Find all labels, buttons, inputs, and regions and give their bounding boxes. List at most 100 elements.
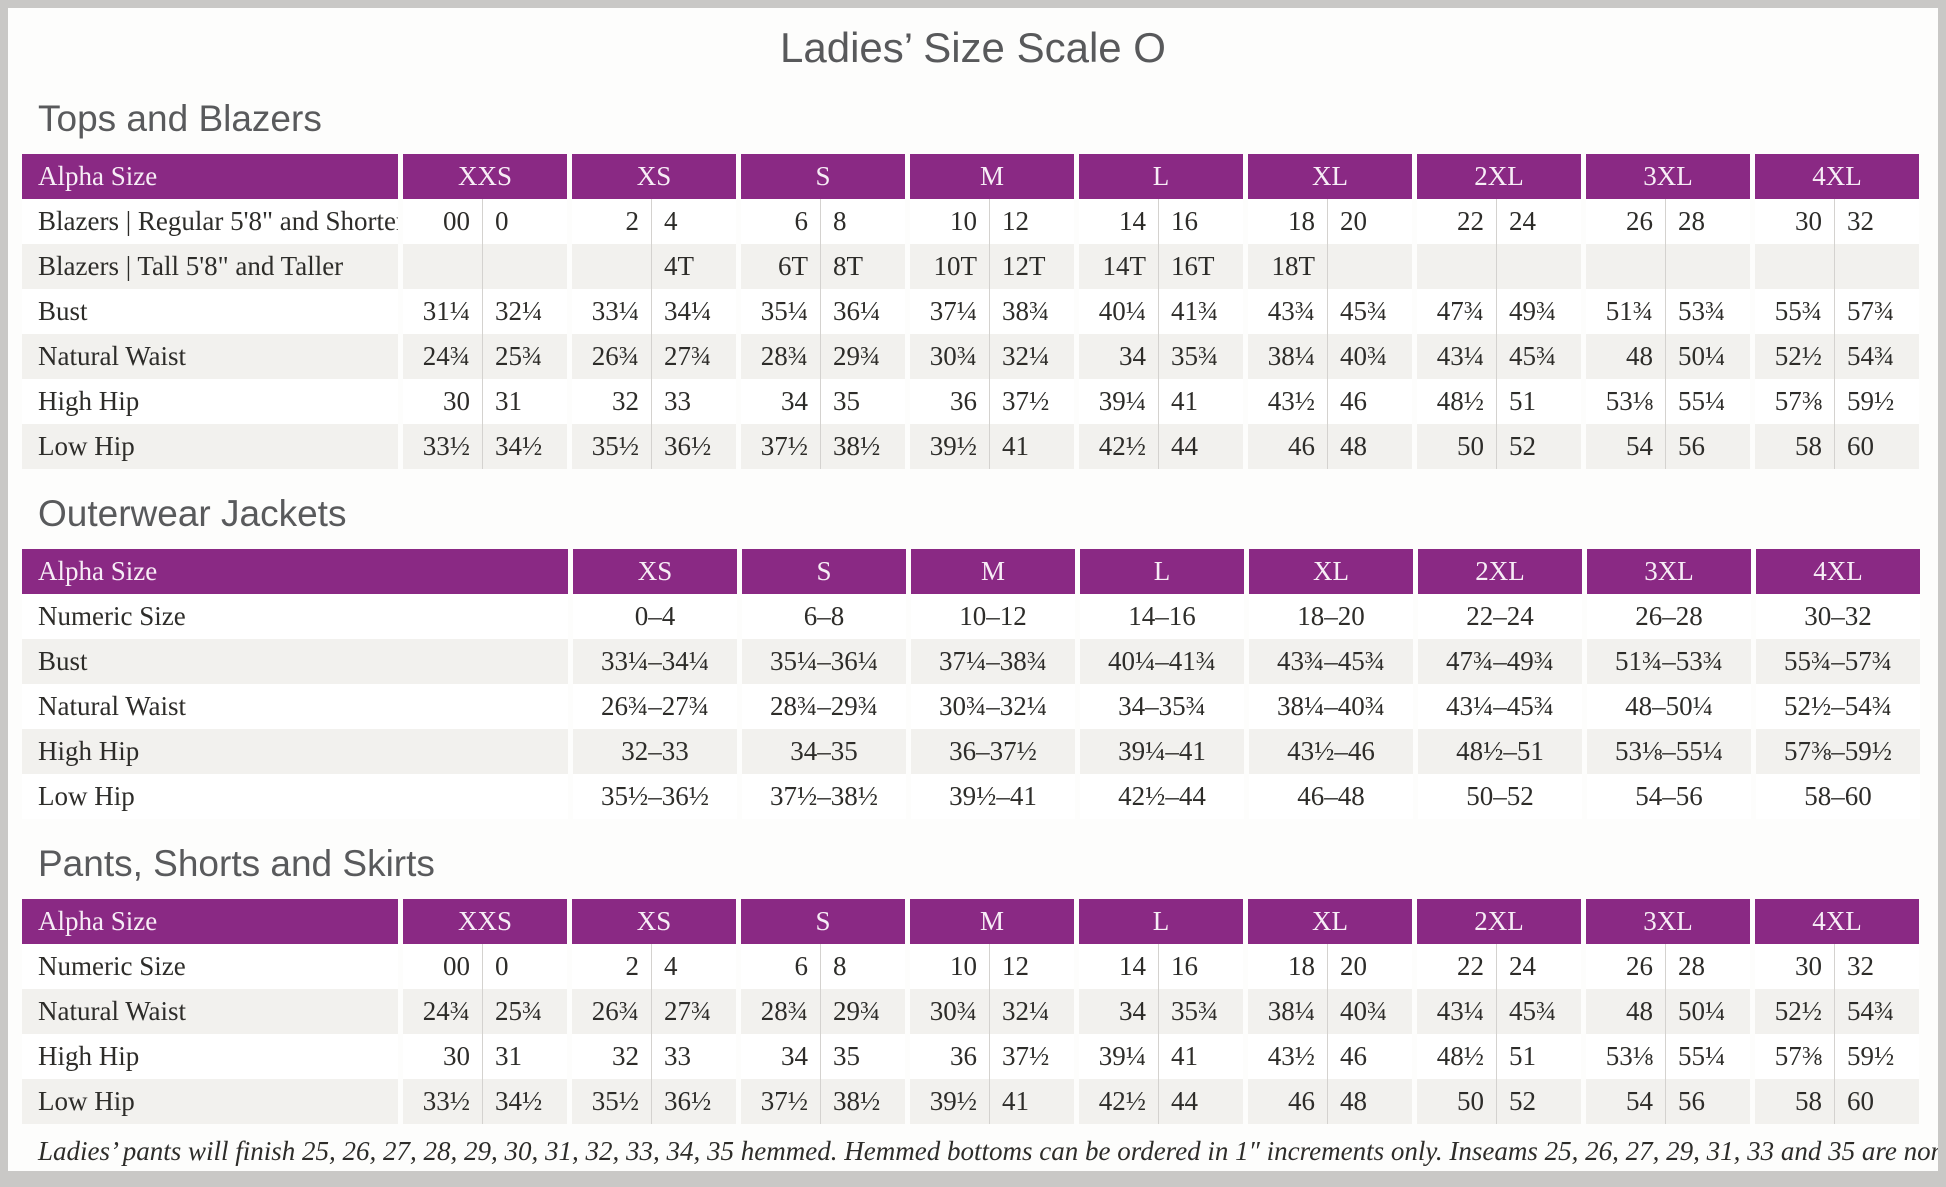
section-title-outerwear: Outerwear Jackets [38, 493, 347, 534]
size-cell: 34½ [482, 1079, 567, 1124]
group-header-3xl: 3XL [1581, 154, 1750, 199]
size-cell: 48½ [1412, 1034, 1496, 1079]
size-cell: 54 [1581, 424, 1665, 469]
size-cell: 39¼ [1074, 379, 1158, 424]
size-cell: 18 [1243, 944, 1327, 989]
size-cell: 2 [567, 199, 651, 244]
group-header-m: M [906, 549, 1075, 594]
size-cell: 50¼ [1665, 334, 1750, 379]
size-cell: 37½ [736, 424, 820, 469]
size-cell: 31 [482, 379, 567, 424]
size-cell: 36–37½ [906, 729, 1075, 774]
size-cell: 14T [1074, 244, 1158, 289]
size-cell: 26¾ [567, 989, 651, 1034]
size-cell: 26 [1581, 199, 1665, 244]
size-cell: 14 [1074, 944, 1158, 989]
size-cell: 28¾ [736, 989, 820, 1034]
size-cell: 53¾ [1665, 289, 1750, 334]
size-cell: 33½ [398, 424, 482, 469]
size-cell: 48 [1327, 424, 1412, 469]
size-cell: 46 [1243, 1079, 1327, 1124]
size-cell: 59½ [1834, 379, 1919, 424]
size-cell: 44 [1158, 424, 1243, 469]
size-cell: 34 [736, 1034, 820, 1079]
size-cell: 43½ [1243, 1034, 1327, 1079]
size-cell: 4 [651, 199, 736, 244]
size-cell: 40¼ [1074, 289, 1158, 334]
size-cell: 60 [1834, 424, 1919, 469]
size-cell: 30¾ [905, 334, 989, 379]
size-cell: 27¾ [651, 334, 736, 379]
section-pants-shorts-skirts: Pants, Shorts and Skirts Alpha Size XXS XS… [8, 843, 1938, 1124]
size-cell: 57⅜ [1750, 379, 1834, 424]
size-cell: 22–24 [1413, 594, 1582, 639]
size-cell: 39¼–41 [1075, 729, 1244, 774]
size-cell: 22 [1412, 199, 1496, 244]
size-cell: 52 [1496, 424, 1581, 469]
size-cell: 33¼ [567, 289, 651, 334]
size-cell: 12T [989, 244, 1074, 289]
size-cell: 20 [1327, 199, 1412, 244]
row-label: Low Hip [22, 774, 568, 819]
size-cell: 22 [1412, 944, 1496, 989]
size-cell: 54¾ [1834, 334, 1919, 379]
size-cell: 55¼ [1665, 379, 1750, 424]
size-cell: 58 [1750, 1079, 1834, 1124]
size-cell: 37½ [989, 1034, 1074, 1079]
size-cell: 37½–38½ [737, 774, 906, 819]
size-cell: 37½ [736, 1079, 820, 1124]
size-cell: 43¾–45¾ [1244, 639, 1413, 684]
size-cell: 52½ [1750, 989, 1834, 1034]
size-cell: 27¾ [651, 989, 736, 1034]
size-cell: 42½–44 [1075, 774, 1244, 819]
size-cell: 38¼ [1243, 334, 1327, 379]
size-cell: 30¾–32¼ [906, 684, 1075, 729]
group-header-m: M [905, 154, 1074, 199]
size-cell: 4 [651, 944, 736, 989]
size-cell: 41 [1158, 379, 1243, 424]
size-cell: 43¾ [1243, 289, 1327, 334]
row-label: Blazers | Regular 5'8" and Shorter [22, 199, 398, 244]
size-cell: 39½ [905, 424, 989, 469]
size-cell: 8T [820, 244, 905, 289]
size-cell: 12 [989, 944, 1074, 989]
size-cell: 8 [820, 199, 905, 244]
row-label: Bust [22, 289, 398, 334]
size-cell: 33½ [398, 1079, 482, 1124]
size-cell: 53⅛ [1581, 379, 1665, 424]
row-label: Natural Waist [22, 334, 398, 379]
size-cell [567, 244, 651, 289]
size-cell: 12 [989, 199, 1074, 244]
row-label: High Hip [22, 729, 568, 774]
size-cell: 57⅜ [1750, 1034, 1834, 1079]
size-cell: 10–12 [906, 594, 1075, 639]
size-cell: 00 [398, 199, 482, 244]
size-cell: 54¾ [1834, 989, 1919, 1034]
size-scale-document: Ladies’ Size Scale O Tops and Blazers Al… [8, 8, 1938, 1171]
alpha-size-header-cell: Alpha Size [22, 549, 568, 594]
size-cell: 36½ [651, 1079, 736, 1124]
size-cell: 52 [1496, 1079, 1581, 1124]
size-cell: 20 [1327, 944, 1412, 989]
size-cell: 48 [1327, 1079, 1412, 1124]
size-cell: 38¾ [989, 289, 1074, 334]
size-cell: 51 [1496, 379, 1581, 424]
size-cell: 30 [398, 1034, 482, 1079]
size-cell: 40¼–41¾ [1075, 639, 1244, 684]
group-header-xxs: XXS [398, 154, 567, 199]
size-cell [1750, 244, 1834, 289]
size-cell: 36 [905, 379, 989, 424]
size-cell: 42½ [1074, 1079, 1158, 1124]
size-cell: 32¼ [989, 989, 1074, 1034]
size-cell: 28 [1665, 944, 1750, 989]
size-cell: 48½–51 [1413, 729, 1582, 774]
section-outerwear-jackets: Outerwear Jackets Alpha Size XS S M L XL 2XL 3X… [8, 493, 1938, 819]
size-cell: 47¾ [1412, 289, 1496, 334]
row-label: Bust [22, 639, 568, 684]
size-cell: 32 [1834, 944, 1919, 989]
size-cell: 16T [1158, 244, 1243, 289]
size-cell: 42½ [1074, 424, 1158, 469]
size-cell: 35¼–36¼ [737, 639, 906, 684]
size-cell: 43¼ [1412, 989, 1496, 1034]
